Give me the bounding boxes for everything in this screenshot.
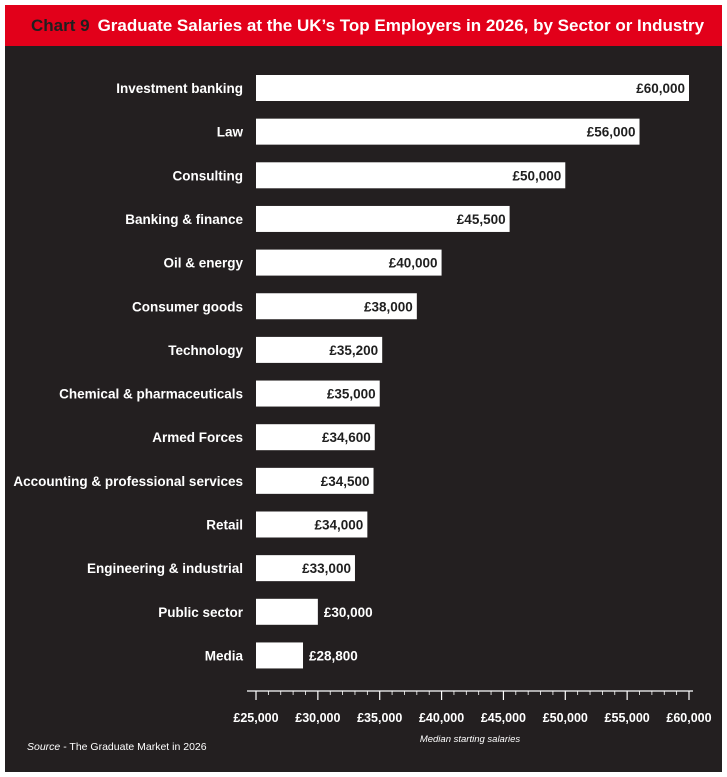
bar <box>256 598 318 625</box>
value-label: £56,000 <box>587 125 636 140</box>
bar <box>256 118 640 145</box>
category-label: Technology <box>168 343 243 358</box>
category-label: Retail <box>206 518 243 533</box>
x-axis-label: Median starting salaries <box>419 734 521 745</box>
category-label: Armed Forces <box>152 430 243 445</box>
bar <box>256 162 566 189</box>
value-label: £34,600 <box>322 430 371 445</box>
bar <box>256 642 304 669</box>
category-label: Oil & energy <box>163 256 243 271</box>
value-label: £40,000 <box>389 256 438 271</box>
x-tick-label: £25,000 <box>233 711 278 725</box>
category-label: Banking & finance <box>125 212 243 227</box>
title-bar: Chart 9 Graduate Salaries at the UK’s To… <box>5 5 722 46</box>
bar <box>256 555 355 582</box>
bar <box>256 511 368 538</box>
bar <box>256 249 442 276</box>
category-label: Law <box>217 125 244 140</box>
value-label: £28,800 <box>309 648 358 663</box>
bar <box>256 336 383 363</box>
bar <box>256 205 510 232</box>
source-label: Source <box>27 741 61 753</box>
bar <box>256 467 374 494</box>
value-label: £35,000 <box>327 387 376 402</box>
category-label: Media <box>205 648 244 663</box>
category-label: Chemical & pharmaceuticals <box>59 387 243 402</box>
value-label: £45,500 <box>457 212 506 227</box>
chart-title: Graduate Salaries at the UK’s Top Employ… <box>97 15 705 35</box>
value-label: £30,000 <box>324 605 373 620</box>
category-label: Public sector <box>158 605 244 620</box>
x-tick-label: £60,000 <box>666 711 711 725</box>
value-label: £33,000 <box>302 561 351 576</box>
x-tick-label: £50,000 <box>543 711 588 725</box>
source-note: Source - The Graduate Market in 2026 <box>27 741 207 753</box>
category-label: Investment banking <box>116 81 243 96</box>
category-label: Accounting & professional services <box>13 474 243 489</box>
bar <box>256 380 380 407</box>
bar <box>256 75 689 101</box>
x-tick-label: £45,000 <box>481 711 526 725</box>
category-label: Consumer goods <box>132 299 243 314</box>
value-label: £34,500 <box>321 474 370 489</box>
value-label: £60,000 <box>636 81 685 96</box>
x-tick-label: £30,000 <box>295 711 340 725</box>
value-label: £35,200 <box>329 343 378 358</box>
x-tick-label: £40,000 <box>419 711 464 725</box>
category-label: Engineering & industrial <box>87 561 243 576</box>
value-label: £34,000 <box>315 518 364 533</box>
value-label: £38,000 <box>364 299 413 314</box>
x-tick-label: £35,000 <box>357 711 402 725</box>
chart-number: Chart 9 <box>31 15 90 35</box>
source-text: - The Graduate Market in 2026 <box>60 741 207 753</box>
bar <box>256 293 417 320</box>
value-label: £50,000 <box>512 168 561 183</box>
bar <box>256 424 375 451</box>
x-tick-label: £55,000 <box>605 711 650 725</box>
category-label: Consulting <box>173 168 244 183</box>
